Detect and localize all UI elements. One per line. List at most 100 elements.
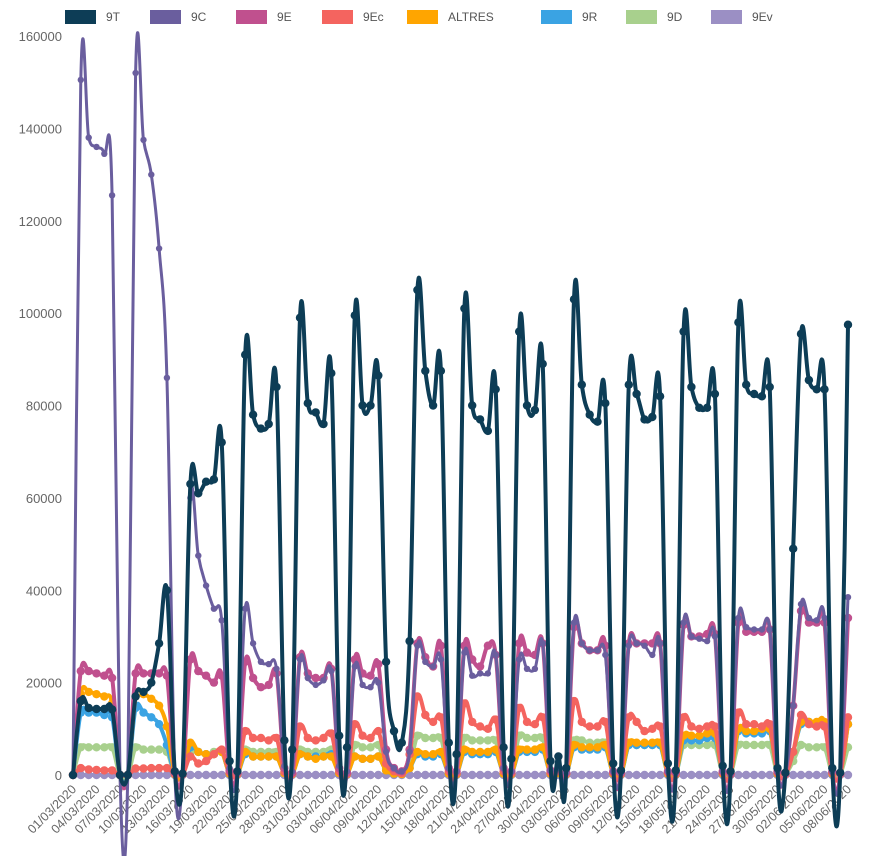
data-point xyxy=(695,770,704,780)
data-point xyxy=(593,770,602,780)
data-point xyxy=(295,722,305,731)
data-point xyxy=(100,710,109,720)
legend-item-9ev[interactable]: 9Ev xyxy=(711,7,773,27)
data-point xyxy=(351,663,358,670)
data-point xyxy=(522,770,532,780)
data-point xyxy=(461,649,468,656)
data-point xyxy=(671,766,680,775)
legend-item-9t[interactable]: 9T xyxy=(65,7,120,27)
data-point xyxy=(374,770,383,780)
data-point xyxy=(131,764,140,773)
data-point xyxy=(468,747,477,757)
data-point xyxy=(491,745,500,754)
data-point xyxy=(194,759,203,768)
data-point xyxy=(436,641,446,650)
data-point xyxy=(522,717,532,727)
data-point xyxy=(342,743,352,752)
data-point xyxy=(358,731,367,740)
legend-item-9ec[interactable]: 9Ec xyxy=(322,7,384,27)
data-point xyxy=(577,736,586,745)
data-point xyxy=(327,752,336,761)
data-point xyxy=(389,726,399,736)
data-point xyxy=(649,651,656,659)
data-point xyxy=(632,717,641,727)
data-point xyxy=(812,770,821,780)
legend-item-9r[interactable]: 9R xyxy=(541,7,597,27)
data-point xyxy=(640,738,649,747)
data-point xyxy=(812,743,821,752)
data-point xyxy=(131,770,140,780)
data-point xyxy=(656,640,664,647)
data-point xyxy=(758,626,766,633)
legend-item-9e[interactable]: 9E xyxy=(236,7,292,27)
data-point xyxy=(264,419,273,429)
y-tick-label: 120000 xyxy=(19,214,62,229)
data-point xyxy=(272,733,281,743)
data-point xyxy=(92,704,101,714)
legend-item-altres[interactable]: ALTRES xyxy=(407,7,494,27)
data-point xyxy=(491,770,500,780)
y-tick-label: 20000 xyxy=(26,676,62,691)
data-point xyxy=(154,745,164,754)
data-point xyxy=(530,720,540,729)
legend: 9T 9C 9E 9Ec ALTRES 9R 9D 9Ev xyxy=(0,7,873,27)
data-point xyxy=(475,722,485,731)
data-point xyxy=(374,659,383,669)
data-point xyxy=(162,586,172,595)
data-point xyxy=(186,655,195,664)
data-point xyxy=(436,713,446,722)
data-point xyxy=(554,752,563,761)
data-point xyxy=(428,750,438,759)
data-point xyxy=(766,626,773,633)
data-point xyxy=(586,647,593,654)
data-point xyxy=(327,369,336,378)
data-point xyxy=(256,733,266,743)
data-point xyxy=(217,745,226,754)
data-point xyxy=(585,770,594,780)
data-point xyxy=(577,770,586,780)
data-point xyxy=(805,614,813,622)
data-point xyxy=(640,726,649,736)
data-point xyxy=(140,136,147,144)
data-point xyxy=(585,743,594,752)
data-point xyxy=(773,763,782,773)
data-point xyxy=(366,754,375,763)
data-point xyxy=(147,763,156,773)
data-point xyxy=(640,770,649,780)
data-point xyxy=(76,666,86,676)
data-point xyxy=(765,720,774,729)
data-point xyxy=(648,412,657,422)
data-point xyxy=(468,401,477,410)
data-point xyxy=(531,665,539,672)
data-point xyxy=(468,717,477,727)
data-point xyxy=(530,733,540,743)
data-point xyxy=(295,770,305,780)
data-point xyxy=(569,770,579,780)
data-point xyxy=(303,733,312,743)
data-point xyxy=(515,639,524,648)
data-point xyxy=(77,76,85,84)
data-point xyxy=(257,658,265,665)
legend-item-9c[interactable]: 9C xyxy=(150,7,206,27)
data-point xyxy=(296,656,304,663)
data-point xyxy=(483,747,493,757)
legend-item-9d[interactable]: 9D xyxy=(626,7,682,27)
data-point xyxy=(616,766,626,775)
data-point xyxy=(210,605,218,612)
data-point xyxy=(148,171,155,178)
data-point xyxy=(85,134,92,141)
data-point xyxy=(569,295,579,304)
data-point xyxy=(92,765,101,775)
data-point xyxy=(742,380,751,389)
data-point xyxy=(735,614,742,622)
data-point xyxy=(468,770,477,780)
data-point xyxy=(327,770,336,780)
data-point xyxy=(820,722,829,731)
data-point xyxy=(265,660,272,668)
data-point xyxy=(765,770,774,780)
data-point xyxy=(452,750,461,759)
data-point xyxy=(796,710,806,720)
data-point xyxy=(303,752,312,761)
data-point xyxy=(625,642,632,649)
data-point xyxy=(76,770,86,780)
